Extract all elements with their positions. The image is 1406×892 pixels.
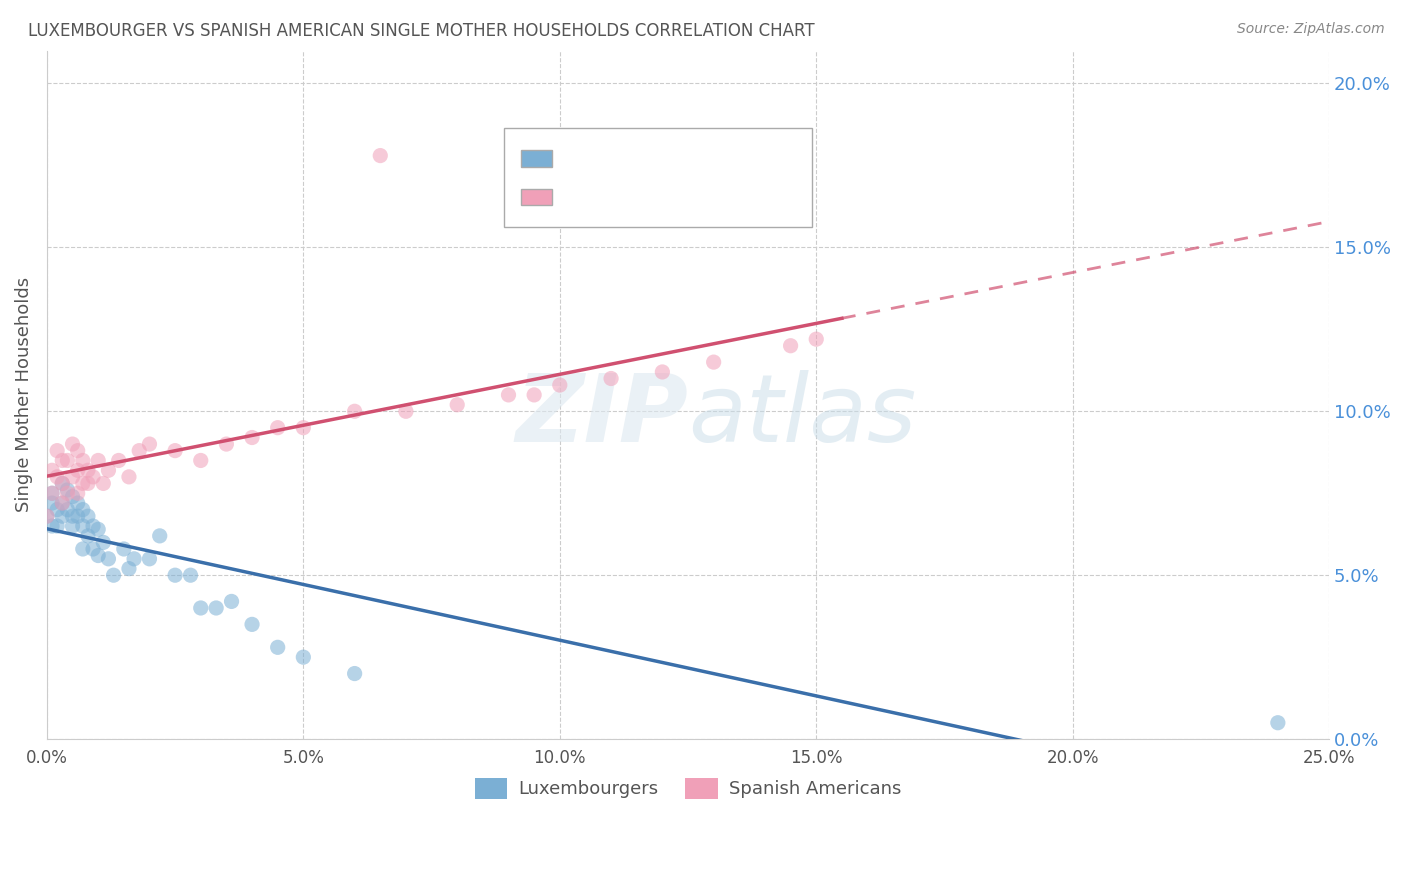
Point bbox=[51, 476, 73, 491]
Point bbox=[651, 365, 673, 379]
Point bbox=[66, 509, 89, 524]
Text: ZIP: ZIP bbox=[515, 369, 688, 461]
Point bbox=[77, 509, 100, 524]
Point bbox=[118, 561, 141, 575]
Point bbox=[46, 443, 69, 458]
Point bbox=[35, 509, 58, 524]
Point bbox=[82, 541, 104, 556]
Point bbox=[41, 486, 63, 500]
Point bbox=[56, 486, 79, 500]
Point bbox=[292, 650, 315, 665]
Point bbox=[128, 443, 150, 458]
Point bbox=[97, 463, 120, 477]
Point bbox=[112, 541, 135, 556]
Point bbox=[41, 519, 63, 533]
Point bbox=[138, 551, 160, 566]
Point bbox=[51, 496, 73, 510]
Point bbox=[179, 568, 201, 582]
Text: atlas: atlas bbox=[688, 370, 917, 461]
Point bbox=[46, 470, 69, 484]
Point bbox=[343, 404, 366, 418]
Point bbox=[779, 339, 801, 353]
Point bbox=[56, 502, 79, 516]
Point bbox=[82, 470, 104, 484]
Point bbox=[1267, 715, 1289, 730]
Point bbox=[66, 443, 89, 458]
Point bbox=[87, 453, 110, 467]
Point bbox=[149, 529, 172, 543]
Point bbox=[91, 476, 114, 491]
Point bbox=[72, 502, 94, 516]
Y-axis label: Single Mother Households: Single Mother Households bbox=[15, 277, 32, 513]
Point bbox=[240, 430, 263, 444]
Point bbox=[77, 463, 100, 477]
Text: LUXEMBOURGER VS SPANISH AMERICAN SINGLE MOTHER HOUSEHOLDS CORRELATION CHART: LUXEMBOURGER VS SPANISH AMERICAN SINGLE … bbox=[28, 22, 814, 40]
Point bbox=[267, 420, 290, 434]
Point bbox=[523, 388, 546, 402]
Text: Source: ZipAtlas.com: Source: ZipAtlas.com bbox=[1237, 22, 1385, 37]
Point bbox=[138, 437, 160, 451]
Point bbox=[91, 535, 114, 549]
Point bbox=[82, 519, 104, 533]
Point bbox=[703, 355, 725, 369]
Point bbox=[87, 549, 110, 563]
Point bbox=[66, 463, 89, 477]
Point bbox=[51, 496, 73, 510]
Point bbox=[165, 443, 187, 458]
Point bbox=[41, 486, 63, 500]
Point bbox=[62, 437, 84, 451]
Point bbox=[215, 437, 238, 451]
Point bbox=[205, 601, 228, 615]
Point bbox=[97, 551, 120, 566]
Point bbox=[66, 486, 89, 500]
Point bbox=[240, 617, 263, 632]
Point bbox=[56, 483, 79, 497]
Point bbox=[600, 371, 623, 385]
Point bbox=[72, 519, 94, 533]
Point bbox=[395, 404, 418, 418]
Point bbox=[190, 601, 212, 615]
Point bbox=[51, 453, 73, 467]
Point bbox=[51, 476, 73, 491]
Text: R =  0.295  N = 45: R = 0.295 N = 45 bbox=[561, 190, 741, 208]
Point bbox=[62, 509, 84, 524]
Point bbox=[56, 453, 79, 467]
Point bbox=[77, 476, 100, 491]
Point bbox=[292, 420, 315, 434]
Point bbox=[165, 568, 187, 582]
Point bbox=[267, 640, 290, 655]
Point bbox=[41, 463, 63, 477]
Point bbox=[62, 519, 84, 533]
Legend: Luxembourgers, Spanish Americans: Luxembourgers, Spanish Americans bbox=[468, 771, 908, 805]
Point bbox=[46, 519, 69, 533]
Point bbox=[51, 509, 73, 524]
Point bbox=[41, 496, 63, 510]
Point bbox=[190, 453, 212, 467]
Point bbox=[221, 594, 243, 608]
Point bbox=[548, 378, 571, 392]
Point bbox=[87, 522, 110, 536]
Point bbox=[62, 470, 84, 484]
Point bbox=[72, 476, 94, 491]
Point bbox=[806, 332, 828, 346]
Point bbox=[103, 568, 125, 582]
Point bbox=[72, 541, 94, 556]
Point bbox=[46, 502, 69, 516]
Point bbox=[122, 551, 145, 566]
Point bbox=[66, 496, 89, 510]
Point bbox=[343, 666, 366, 681]
Point bbox=[368, 148, 391, 162]
Text: R = -0.409  N = 43: R = -0.409 N = 43 bbox=[561, 152, 741, 169]
Point bbox=[446, 398, 468, 412]
Point bbox=[498, 388, 520, 402]
Point bbox=[107, 453, 129, 467]
Point bbox=[35, 509, 58, 524]
Point bbox=[62, 490, 84, 504]
Point bbox=[118, 470, 141, 484]
Point bbox=[77, 529, 100, 543]
Point bbox=[72, 453, 94, 467]
